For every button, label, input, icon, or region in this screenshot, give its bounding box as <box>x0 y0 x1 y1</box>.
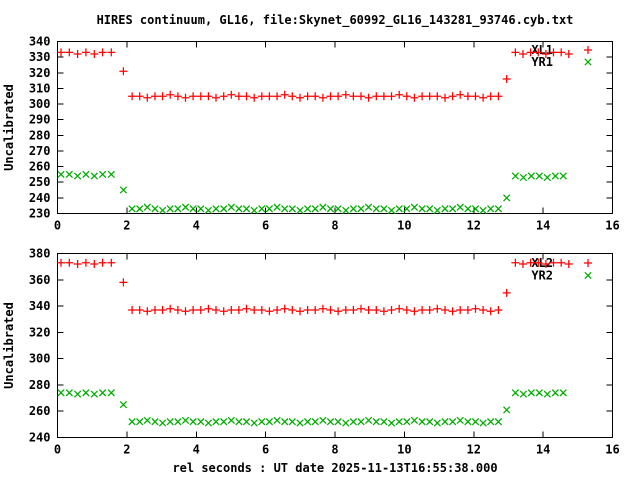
y-tick-label: 310 <box>29 81 51 95</box>
series-XL1-points <box>57 48 573 102</box>
y-tick-label: 280 <box>29 378 51 392</box>
x-tick-label: 16 <box>605 219 619 233</box>
x-tick-label: 6 <box>262 443 269 457</box>
x-tick-label: 10 <box>397 219 411 233</box>
y-tick-label: 330 <box>29 50 51 64</box>
legend-plus-marker-XL1 <box>584 46 592 54</box>
y-tick-label: 340 <box>29 35 51 49</box>
x-tick-label: 14 <box>536 219 550 233</box>
y-tick-label: 260 <box>29 404 51 418</box>
y-tick-label: 340 <box>29 299 51 313</box>
y-tick-label: 230 <box>29 207 51 221</box>
x-tick-label: 12 <box>467 443 481 457</box>
x-tick-label: 2 <box>123 443 130 457</box>
y-tick-label: 320 <box>29 66 51 80</box>
x-tick-label: 12 <box>467 219 481 233</box>
x-tick-label: 6 <box>262 219 269 233</box>
y-tick-label: 290 <box>29 113 51 127</box>
y-tick-label: 280 <box>29 128 51 142</box>
y-tick-label: 320 <box>29 325 51 339</box>
y-tick-label: 300 <box>29 97 51 111</box>
y-tick-label: 250 <box>29 175 51 189</box>
x-tick-label: 10 <box>397 443 411 457</box>
axes <box>57 41 613 214</box>
y-axis-title: Uncalibrated <box>2 302 16 389</box>
charts-group: 0 2 4 6 8 10 12 14 16230240250260270280290300310… <box>2 35 620 457</box>
y-tick-label: 360 <box>29 273 51 287</box>
x-tick-label: 4 <box>193 443 200 457</box>
x-tick-label: 0 <box>54 443 61 457</box>
legend-label-YR1: YR1 <box>531 55 553 69</box>
y-tick-label: 240 <box>29 431 51 445</box>
y-tick-label: 260 <box>29 160 51 174</box>
x-axis-title: rel seconds : UT date 2025-11-13T16:55:3… <box>172 461 497 475</box>
x-tick-label: 0 <box>54 219 61 233</box>
series-YR2-points <box>57 389 567 427</box>
y-tick-label: 240 <box>29 191 51 205</box>
plot-2: 0 2 4 6 8 10 12 14 16 240 260 280 300 320 340 360 380 Unc… <box>2 247 620 457</box>
x-tick-label: 16 <box>605 443 619 457</box>
y-tick-label: 300 <box>29 352 51 366</box>
legend-label-YR2: YR2 <box>531 269 553 283</box>
series-YR1-points <box>57 170 567 215</box>
y-axis-title: Uncalibrated <box>2 84 16 171</box>
legend-plus-marker-XL2 <box>584 259 592 267</box>
series-XL2-points <box>57 258 573 316</box>
y-tick-label: 380 <box>29 247 51 261</box>
x-tick-label: 8 <box>331 443 338 457</box>
y-tick-label: 270 <box>29 144 51 158</box>
x-tick-label: 4 <box>193 219 200 233</box>
x-tick-label: 14 <box>536 443 550 457</box>
x-tick-label: 2 <box>123 219 130 233</box>
figure-title: HIRES continuum, GL16, file:Skynet_60992… <box>97 13 574 28</box>
axes <box>57 253 613 438</box>
legend-cross-marker-YR1 <box>584 58 592 66</box>
legend-cross-marker-YR2 <box>584 271 592 280</box>
x-tick-label: 8 <box>331 219 338 233</box>
